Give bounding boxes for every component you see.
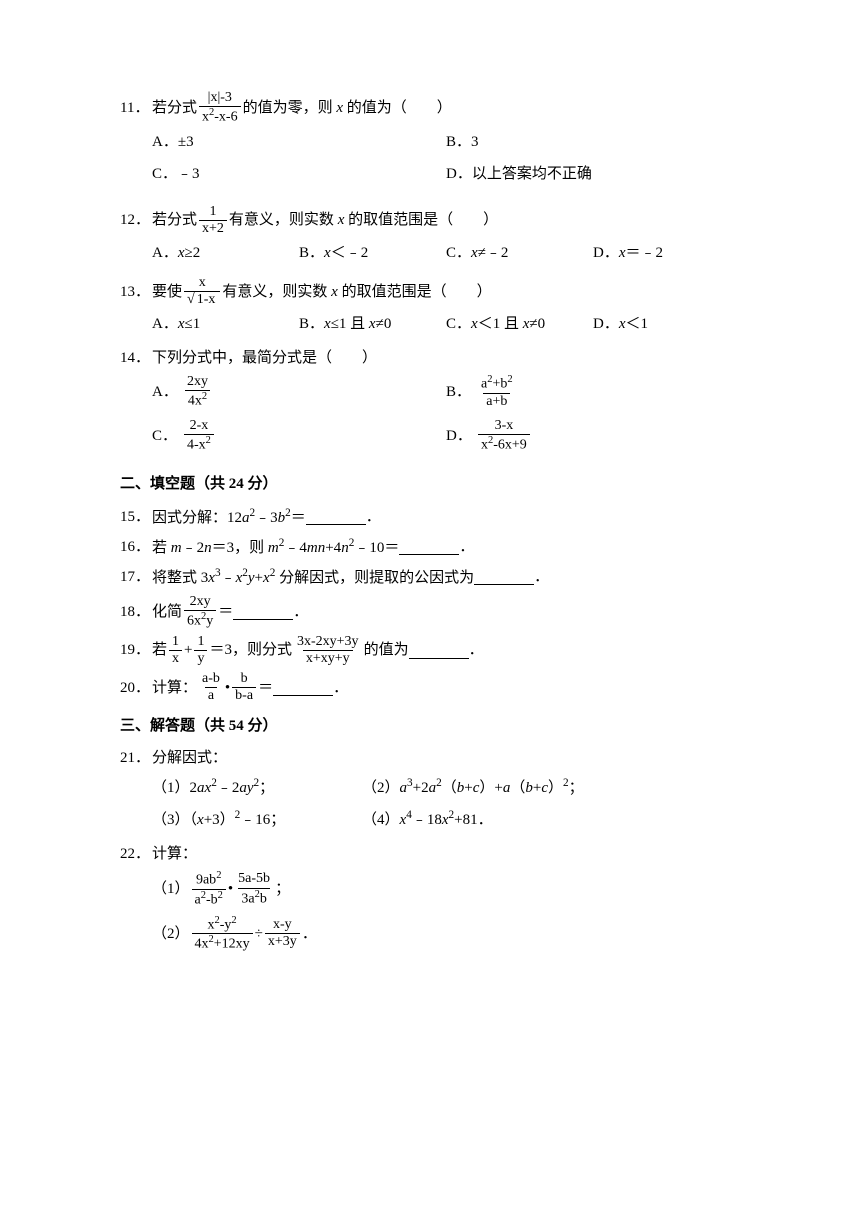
q-number: 14． [120,346,152,370]
option-c: C．﹣3 [152,162,446,186]
sub-4: （4）x4﹣18x2+81． [362,806,493,832]
sub-1: （1） 9ab2a2-b2 • 5a-5b3a2b ； [152,870,740,909]
option-c: C．x≠﹣2 [446,241,593,265]
blank [399,539,459,556]
question-14: 14． 下列分式中，最简分式是（ ） A． 2xy4x2 B． a2+b2a+b… [120,346,740,462]
sub-2: （2）a3+2a2（b+c）+a（b+c）2； [362,774,584,800]
section-3-title: 三、解答题（共 54 分） [120,714,740,738]
q-text-pre: 若分式 [152,96,197,120]
question-19: 19． 若 1x + 1y ＝3，则分式 3x-2xy+3yx+xy+y 的值为… [120,634,740,667]
question-12: 12． 若分式 1 x+2 有意义，则实数 x 的取值范围是（ ） A．x≥2 … [120,204,740,265]
question-17: 17． 将整式 3x3﹣x2y+x2 分解因式，则提取的公因式为 ． [120,564,740,590]
sub-2: （2） x2-y24x2+12xy ÷ x-yx+3y ． [152,915,740,954]
option-a: A．x≥2 [152,241,299,265]
q-number: 13． [120,280,152,304]
option-a: A． 2xy4x2 [152,374,446,410]
blank [409,642,469,659]
q-number: 21． [120,746,152,770]
fraction: |x|-3 x2-x-6 [199,90,241,126]
option-a: A．±3 [152,130,446,154]
fraction: 2xy 6x2y [184,594,216,630]
question-20: 20． 计算： a-ba • bb-a ＝ ． [120,671,740,704]
question-18: 18． 化简 2xy 6x2y ＝ ． [120,594,740,630]
sub-1: （1）2ax2﹣2ay2； [152,774,362,800]
options: A．x≥2 B．x＜﹣2 C．x≠﹣2 D．x＝﹣2 [120,241,740,265]
question-16: 16． 若 m﹣2n＝3，则 m2﹣4mn+4n2﹣10＝ ． [120,534,740,560]
q-number: 12． [120,208,152,232]
option-b: B．3 [446,130,740,154]
option-d: D．x＝﹣2 [593,241,740,265]
question-21: 21． 分解因式： （1）2ax2﹣2ay2； （2）a3+2a2（b+c）+a… [120,746,740,832]
q-number: 11． [120,96,152,120]
q-text: 若 m﹣2n＝3，则 m2﹣4mn+4n2﹣10＝ [152,534,399,560]
option-b: B．x≤1 且 x≠0 [299,312,446,336]
option-d: D．以上答案均不正确 [446,162,740,186]
q-text-pre: 要使 [152,280,182,304]
options: A． 2xy4x2 B． a2+b2a+b C． 2-x4-x2 D． 3-xx… [120,374,740,462]
blank [306,509,366,526]
q-text: 将整式 3x3﹣x2y+x2 分解因式，则提取的公因式为 [152,564,474,590]
option-c: C． 2-x4-x2 [152,418,446,454]
section-2-title: 二、填空题（共 24 分） [120,472,740,496]
option-c: C．x＜1 且 x≠0 [446,312,593,336]
options: A．±3 B．3 C．﹣3 D．以上答案均不正确 [120,130,740,194]
q-text-post: 有意义，则实数 x 的取值范围是（ ） [222,280,491,304]
q-number: 17． [120,565,152,589]
q-number: 20． [120,676,152,700]
question-22: 22． 计算： （1） 9ab2a2-b2 • 5a-5b3a2b ； （2） … [120,842,740,953]
question-11: 11． 若分式 |x|-3 x2-x-6 的值为零，则 x 的值为（ ） A．±… [120,90,740,194]
q-text: 分解因式： [152,746,227,770]
blank [474,569,534,586]
q-number: 15． [120,505,152,529]
option-a: A．x≤1 [152,312,299,336]
q-number: 22． [120,842,152,866]
q-text-pre: 若分式 [152,208,197,232]
q-number: 19． [120,638,152,662]
option-b: B． a2+b2a+b [446,374,740,410]
option-d: D． 3-xx2-6x+9 [446,418,740,454]
q-text-post: 的值为零，则 x 的值为（ ） [243,96,452,120]
option-b: B．x＜﹣2 [299,241,446,265]
q-number: 16． [120,535,152,559]
sub-3: （3）（x+3）2﹣16； [152,806,362,832]
q-text-post: 有意义，则实数 x 的取值范围是（ ） [229,208,498,232]
q-text: 计算： [152,842,197,866]
q-text-pre: 化简 [152,600,182,624]
question-15: 15． 因式分解：12a2﹣3b2＝ ． [120,504,740,530]
q-text: 下列分式中，最简分式是（ ） [152,346,377,370]
fraction: 1 x+2 [199,204,227,237]
blank [273,679,333,696]
blank [233,604,293,621]
option-d: D．x＜1 [593,312,740,336]
options: A．x≤1 B．x≤1 且 x≠0 C．x＜1 且 x≠0 D．x＜1 [120,312,740,336]
q-text: 因式分解：12a2﹣3b2＝ [152,504,306,530]
q-number: 18． [120,600,152,624]
question-13: 13． 要使 x 1-x 有意义，则实数 x 的取值范围是（ ） A．x≤1 B… [120,275,740,336]
fraction: x 1-x [184,275,220,308]
